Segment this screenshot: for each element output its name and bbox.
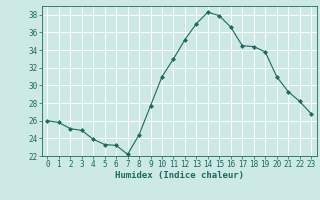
X-axis label: Humidex (Indice chaleur): Humidex (Indice chaleur) (115, 171, 244, 180)
